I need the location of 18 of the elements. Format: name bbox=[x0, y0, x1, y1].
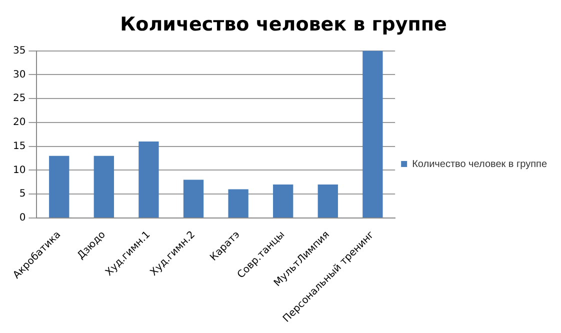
y-tick-label: 30 bbox=[12, 69, 26, 80]
bar bbox=[318, 184, 338, 218]
legend-label: Количество человек в группе bbox=[412, 158, 548, 170]
bar bbox=[138, 142, 159, 218]
y-tick-label: 5 bbox=[19, 188, 26, 200]
y-tick-label: 20 bbox=[12, 117, 26, 128]
bar bbox=[94, 156, 114, 218]
bar bbox=[183, 180, 204, 218]
chart-title: Количество человек в группе bbox=[120, 13, 447, 36]
bar bbox=[228, 189, 248, 218]
y-tick-label: 10 bbox=[12, 164, 26, 176]
bar bbox=[362, 50, 383, 218]
y-tick-label: 25 bbox=[12, 93, 26, 104]
bar bbox=[273, 184, 294, 218]
y-tick-label: 35 bbox=[12, 45, 26, 56]
bar bbox=[49, 156, 70, 218]
y-tick-label: 15 bbox=[12, 140, 26, 152]
y-tick-label: 0 bbox=[19, 212, 26, 224]
